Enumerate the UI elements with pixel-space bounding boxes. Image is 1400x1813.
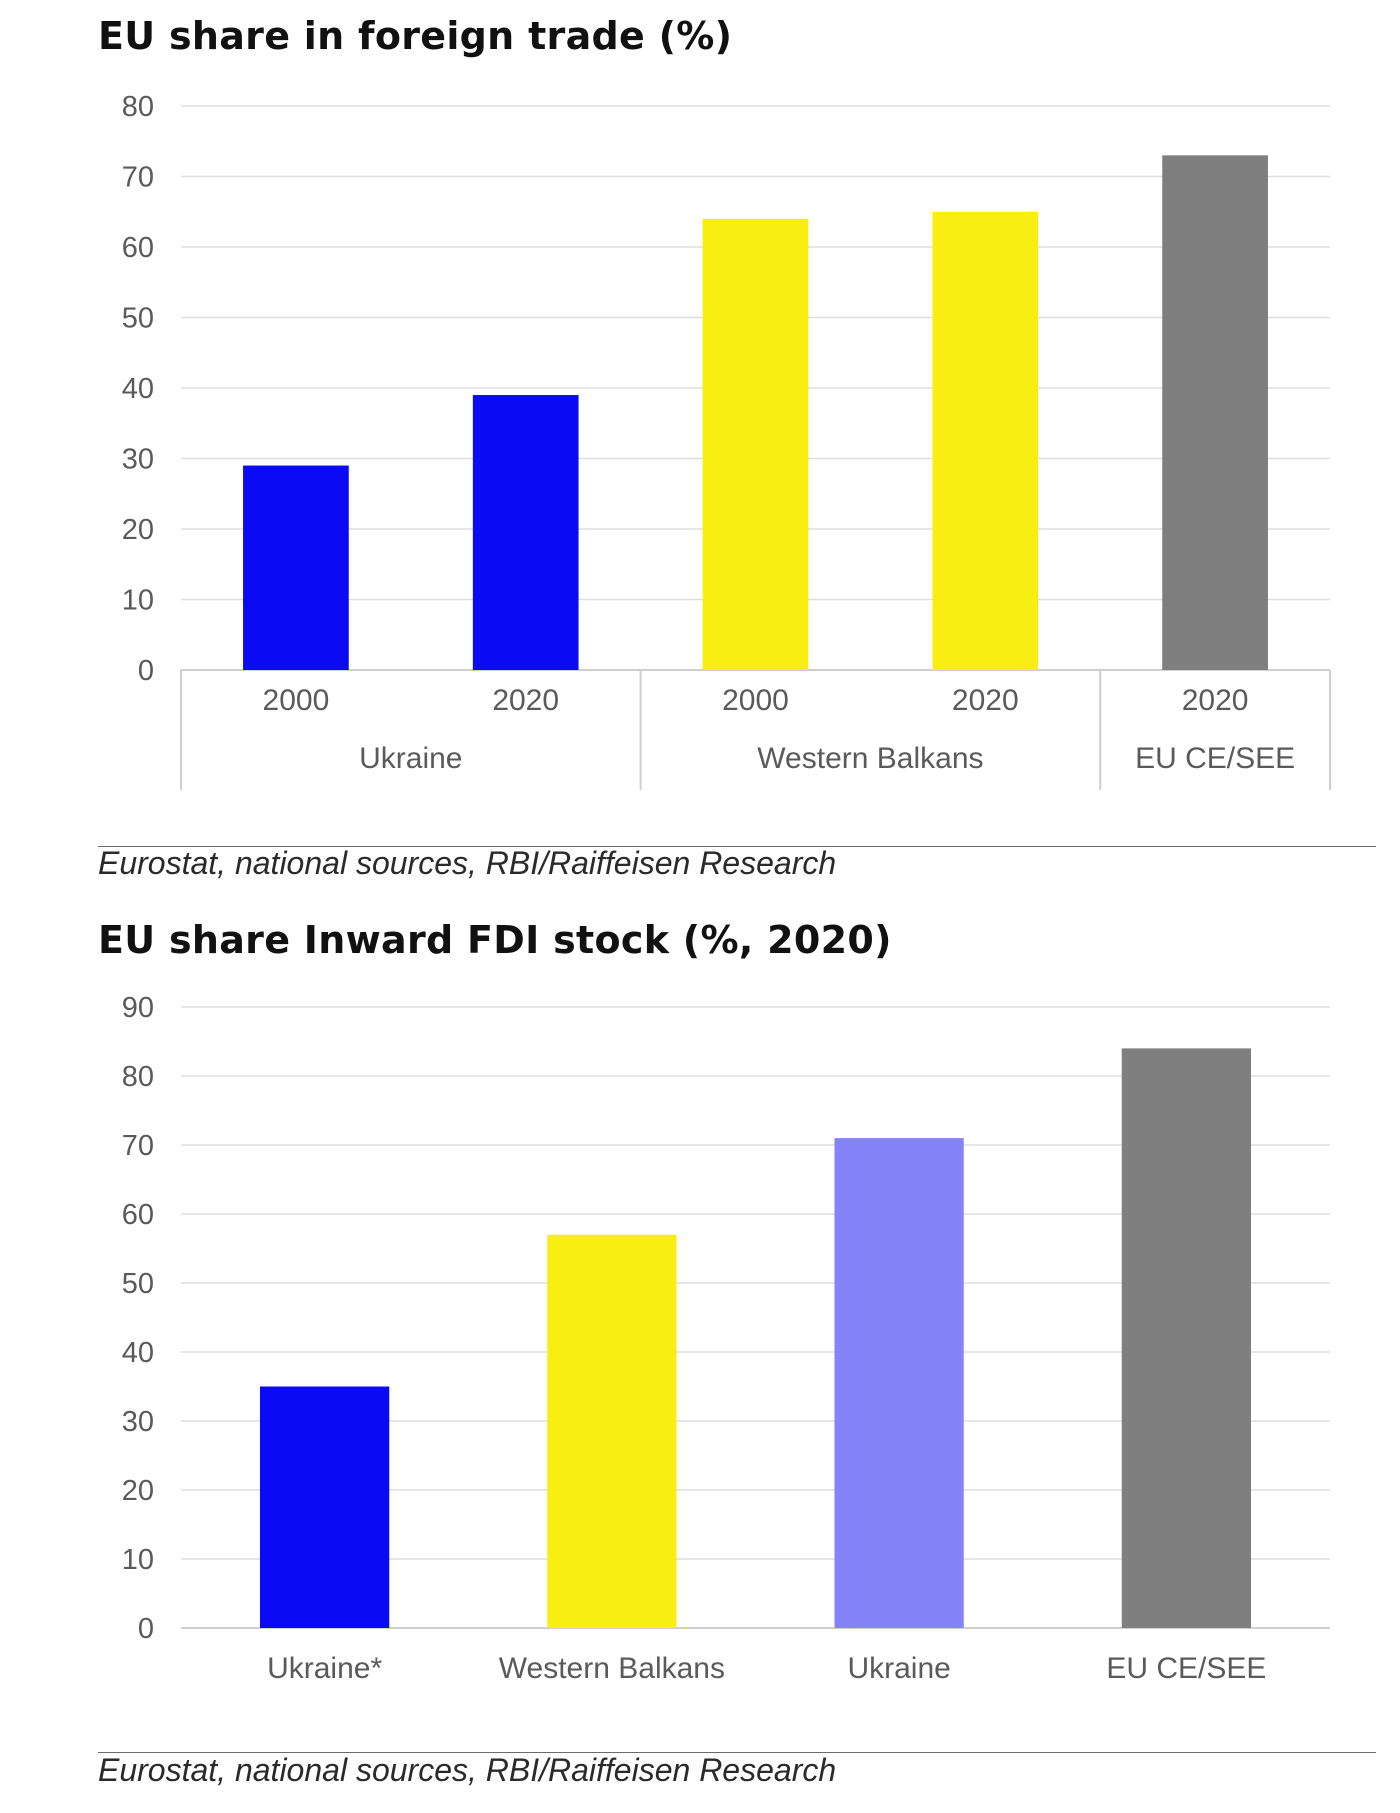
bar (259, 1386, 390, 1628)
fdi-stock-chart: 0 10 20 30 40 50 60 70 80 90 Ukraine* Western Balka… (122, 992, 1330, 1685)
x-category-label: 2000 (722, 684, 789, 717)
y-tick-label: 60 (122, 232, 154, 264)
x-category-label: Ukraine* (267, 1652, 382, 1685)
bar (472, 395, 579, 670)
y-tick-label: 60 (122, 1199, 154, 1231)
x-category-label: 2000 (263, 684, 330, 717)
y-tick-label: 70 (122, 162, 154, 194)
y-tick-label: 40 (122, 373, 154, 405)
y-tick-label: 80 (122, 1061, 154, 1093)
y-tick-label: 70 (122, 1130, 154, 1162)
y-tick-label: 10 (122, 1544, 154, 1576)
x-category-label: Ukraine (847, 1652, 950, 1685)
y-tick-label: 30 (122, 1406, 154, 1438)
y-tick-label: 40 (122, 1337, 154, 1369)
x-category-label: 2020 (952, 684, 1019, 717)
y-tick-label: 20 (122, 1475, 154, 1507)
chart-source-foreign-trade: Eurostat, national sources, RBI/Raiffeis… (98, 845, 837, 881)
y-tick-label: 10 (122, 585, 154, 617)
y-tick-label: 0 (138, 1613, 154, 1645)
x-category-label: 2020 (492, 684, 559, 717)
chart-title-fdi-stock: EU share Inward FDI stock (%, 2020) (98, 918, 892, 962)
foreign-trade-chart: 0 10 20 30 40 50 60 70 80 2000 2020 2000 2020 2020 Ukr… (122, 91, 1331, 790)
y-tick-label: 50 (122, 1268, 154, 1300)
y-tick-label: 0 (138, 655, 154, 687)
chart-source-fdi-stock: Eurostat, national sources, RBI/Raiffeis… (98, 1752, 837, 1788)
y-tick-label: 20 (122, 514, 154, 546)
bar (547, 1234, 677, 1628)
x-category-label: 2020 (1182, 684, 1249, 717)
source-divider (98, 846, 1376, 847)
chart-title-foreign-trade: EU share in foreign trade (%) (98, 14, 733, 58)
x-category-label: EU CE/SEE (1106, 1652, 1266, 1685)
x-group-label: Western Balkans (757, 742, 983, 775)
y-tick-label: 80 (122, 91, 154, 123)
x-category-label: Western Balkans (499, 1652, 725, 1685)
y-tick-label: 50 (122, 303, 154, 335)
y-tick-label: 30 (122, 444, 154, 476)
bar (1121, 1048, 1252, 1628)
bar (1162, 155, 1268, 671)
bar (932, 211, 1039, 670)
bar (834, 1138, 964, 1628)
bar (702, 218, 809, 671)
source-divider (98, 1752, 1376, 1753)
bar (243, 465, 349, 670)
y-tick-label: 90 (122, 992, 154, 1024)
x-group-label: EU CE/SEE (1135, 742, 1295, 775)
x-group-label: Ukraine (359, 742, 462, 775)
